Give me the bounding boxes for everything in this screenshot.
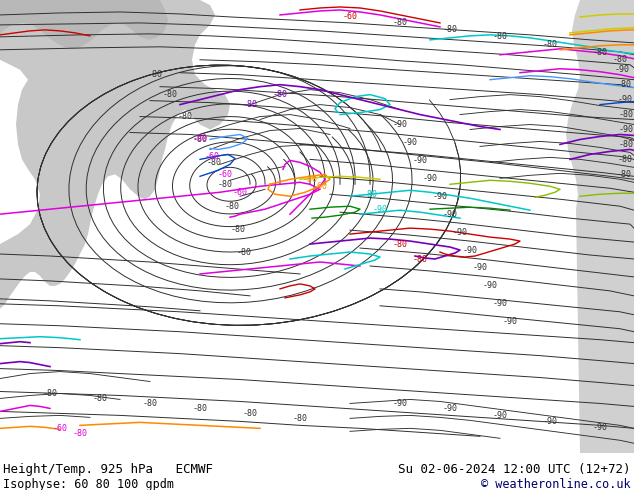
Text: -80: -80: [93, 394, 108, 403]
Text: -80: -80: [224, 202, 240, 211]
Text: -60: -60: [233, 188, 247, 197]
Text: -80: -80: [619, 140, 633, 149]
Text: -80: -80: [242, 100, 257, 109]
Text: -80: -80: [363, 190, 377, 199]
Text: -80: -80: [242, 409, 257, 418]
Text: -90: -90: [432, 192, 448, 201]
Polygon shape: [566, 0, 634, 453]
Text: -80: -80: [207, 158, 221, 167]
Text: -90: -90: [392, 120, 408, 129]
Text: -80: -80: [619, 110, 633, 119]
Polygon shape: [0, 0, 168, 74]
Text: -90: -90: [482, 281, 498, 291]
Text: -60: -60: [205, 152, 219, 161]
Text: -60: -60: [313, 182, 328, 191]
Text: -80: -80: [616, 80, 631, 89]
Text: -80: -80: [392, 240, 408, 248]
Text: -80: -80: [543, 40, 557, 49]
Text: -60: -60: [193, 134, 207, 143]
Text: © weatheronline.co.uk: © weatheronline.co.uk: [481, 478, 631, 490]
Text: -80: -80: [616, 170, 631, 179]
Text: -80: -80: [42, 389, 58, 398]
Text: -90: -90: [422, 174, 437, 183]
Text: -80: -80: [493, 32, 507, 41]
Text: -80: -80: [392, 19, 408, 27]
Text: Isophyse: 60 80 100 gpdm: Isophyse: 60 80 100 gpdm: [3, 478, 174, 490]
Polygon shape: [0, 0, 230, 453]
Text: -90: -90: [413, 156, 427, 165]
Text: -80: -80: [618, 155, 633, 164]
Text: -90: -90: [614, 65, 630, 74]
Text: -80: -80: [413, 254, 427, 264]
Text: -90: -90: [472, 264, 488, 272]
Text: -80: -80: [72, 429, 87, 438]
Text: -80: -80: [612, 55, 628, 64]
Text: -80: -80: [193, 135, 207, 144]
Text: -90: -90: [453, 227, 467, 237]
Text: -80: -80: [443, 25, 458, 34]
Text: -90: -90: [373, 205, 387, 214]
Text: -90: -90: [443, 210, 458, 219]
Text: Su 02-06-2024 12:00 UTC (12+72): Su 02-06-2024 12:00 UTC (12+72): [399, 463, 631, 476]
Text: -80: -80: [162, 90, 178, 99]
Text: -60: -60: [53, 424, 67, 433]
Text: -90: -90: [619, 125, 633, 134]
Text: -60: -60: [217, 170, 233, 179]
Text: Height/Temp. 925 hPa   ECMWF: Height/Temp. 925 hPa ECMWF: [3, 463, 213, 476]
Text: -90: -90: [443, 404, 458, 413]
Text: -80: -80: [273, 90, 287, 99]
Text: -90: -90: [543, 417, 557, 426]
Text: -90: -90: [593, 423, 607, 432]
Text: -90: -90: [392, 399, 408, 408]
Text: -80: -80: [236, 247, 252, 257]
Text: -60: -60: [342, 12, 358, 22]
Text: -90: -90: [403, 138, 418, 147]
Text: -80: -80: [302, 175, 318, 184]
Text: -80: -80: [593, 49, 607, 57]
Text: -80: -80: [143, 399, 157, 408]
Text: -90: -90: [493, 411, 507, 420]
Text: -90: -90: [503, 317, 517, 326]
Text: -90: -90: [618, 95, 633, 104]
Text: -80: -80: [178, 112, 193, 121]
Text: -80: -80: [231, 224, 245, 234]
Text: -80: -80: [148, 70, 162, 79]
Text: -80: -80: [217, 180, 233, 189]
Text: -90: -90: [493, 299, 507, 308]
Text: -80: -80: [292, 414, 307, 423]
Text: -80: -80: [193, 404, 207, 413]
Text: -90: -90: [462, 245, 477, 254]
